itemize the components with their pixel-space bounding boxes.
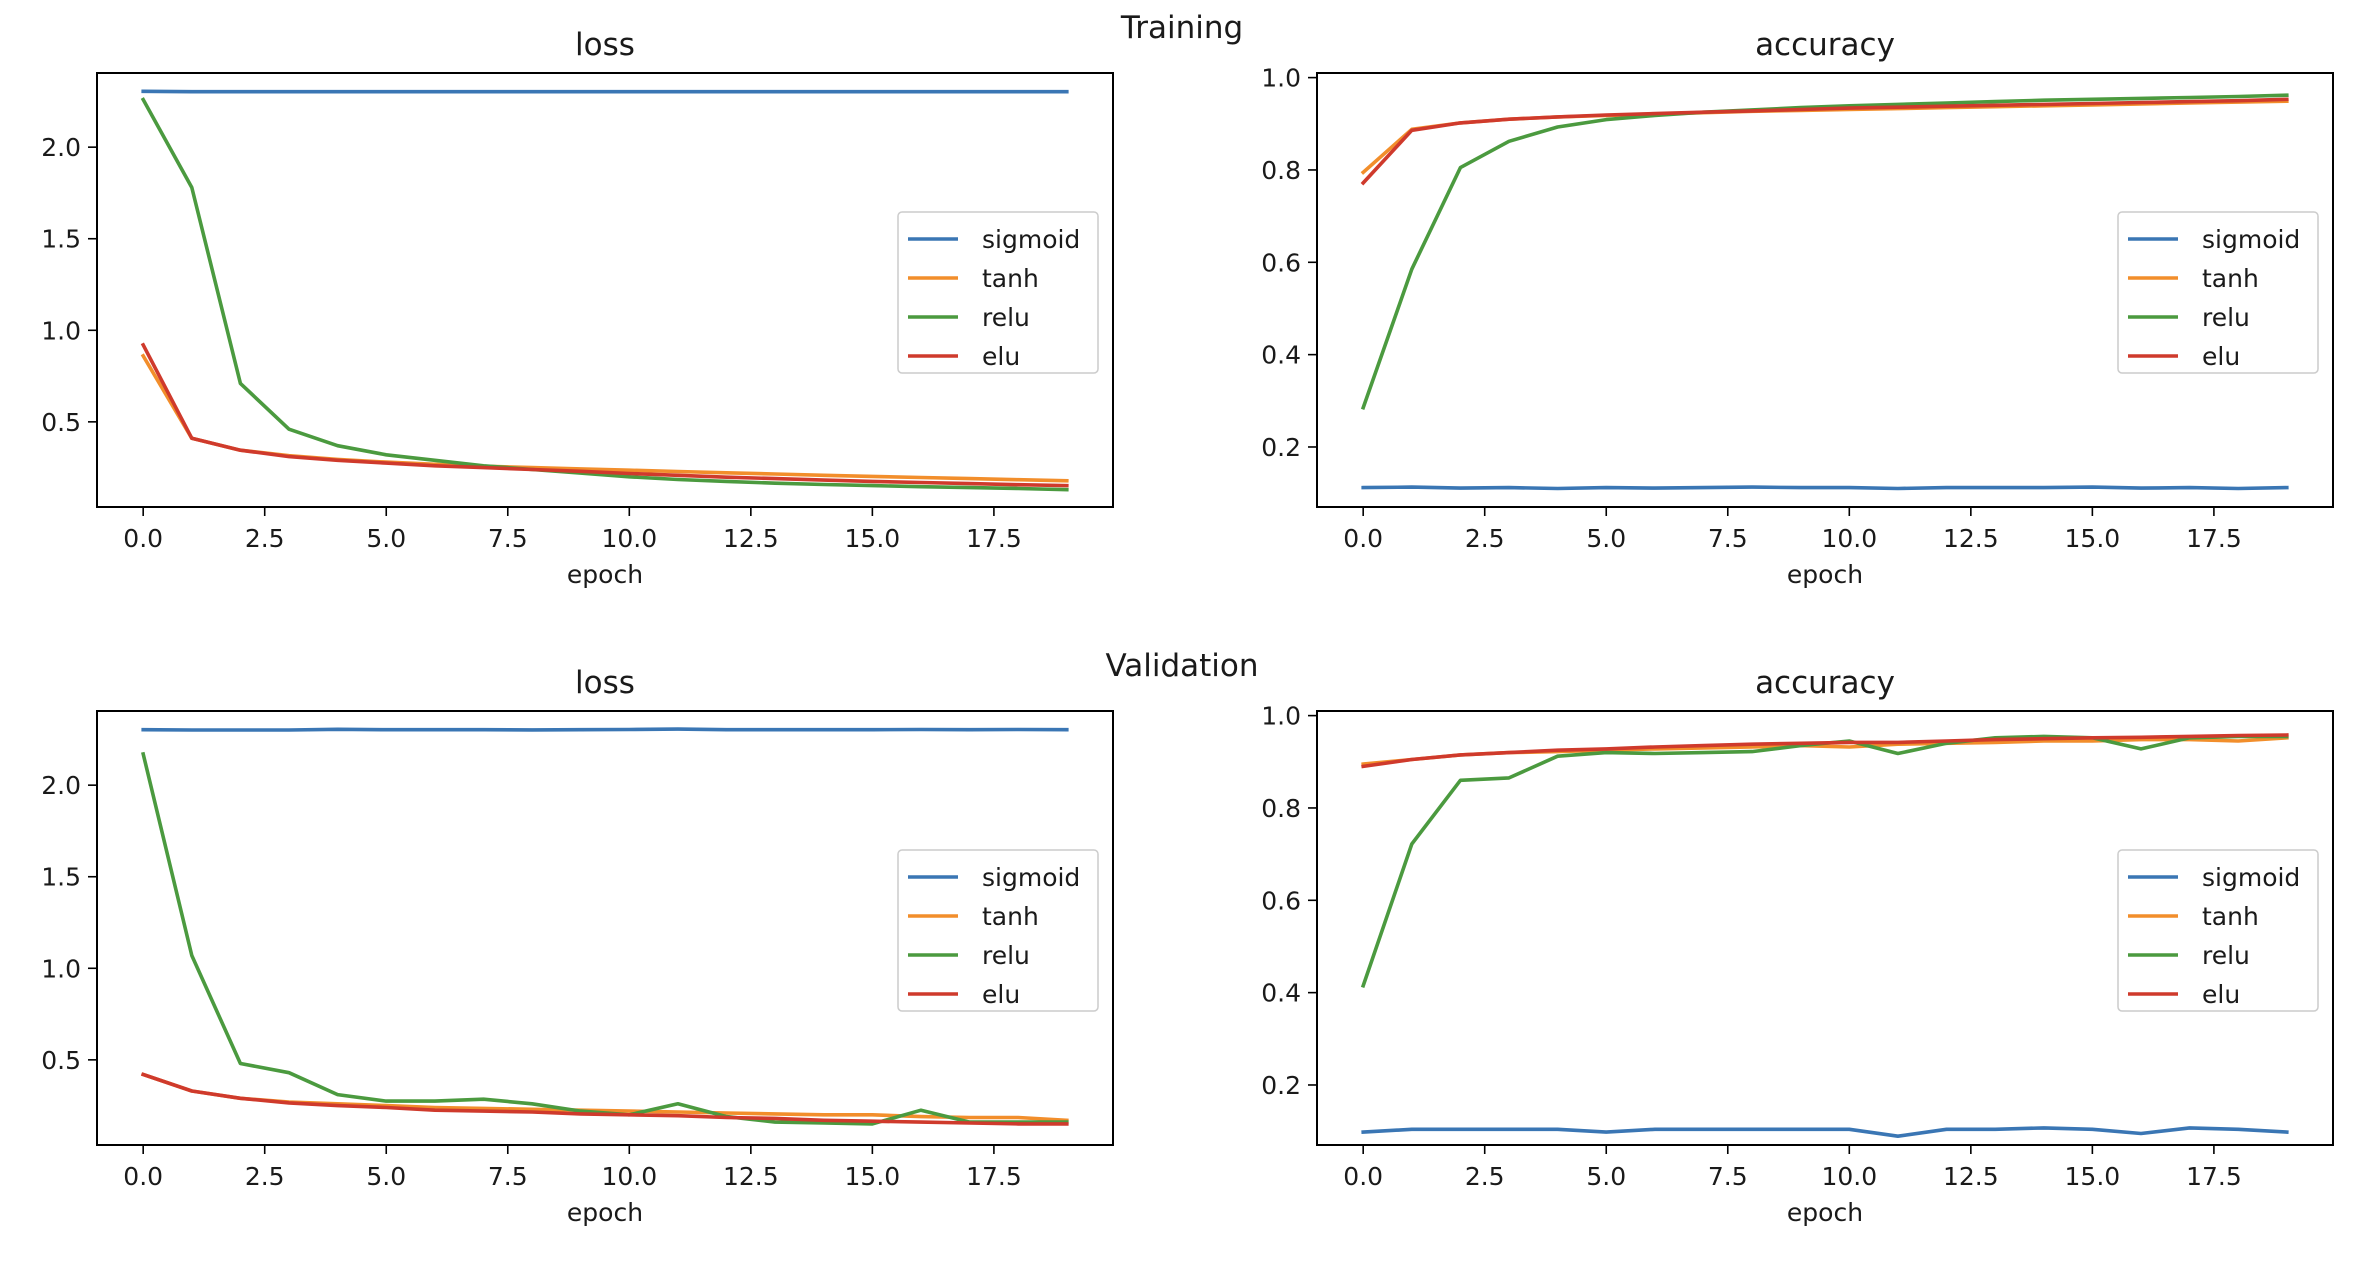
- y-tick-label: 2.0: [41, 771, 81, 800]
- y-tick-label: 1.0: [41, 954, 81, 983]
- chart-validation-loss: loss 0.0 2.5 5.0 7.5 10.0 12.5 15.0 17.5 0.5 1.0 1.…: [0, 663, 1140, 1263]
- legend-label-tanh: tanh: [982, 264, 1039, 293]
- legend: sigmoid tanh relu elu: [2118, 212, 2318, 373]
- legend-label-relu: relu: [982, 303, 1030, 332]
- x-tick-label: 0.0: [1343, 524, 1383, 553]
- legend-label-tanh: tanh: [982, 902, 1039, 931]
- legend: sigmoid tanh relu elu: [898, 850, 1098, 1011]
- y-tick-label: 0.6: [1261, 248, 1301, 277]
- x-tick-label: 12.5: [1943, 524, 1999, 553]
- series-line-sigmoid: [143, 729, 1067, 730]
- x-tick-label: 5.0: [1586, 524, 1626, 553]
- y-tick-label: 0.4: [1261, 341, 1301, 370]
- y-tick-label: 0.6: [1261, 886, 1301, 915]
- chart-title: loss: [575, 665, 635, 701]
- chart-training-accuracy: accuracy 0.0 2.5 5.0 7.5 10.0 12.5 15.0 17.5 0.2 0…: [1220, 25, 2360, 625]
- y-tick-label: 0.4: [1261, 979, 1301, 1008]
- x-tick-label: 7.5: [1708, 524, 1748, 553]
- legend-label-tanh: tanh: [2202, 902, 2259, 931]
- y-tick-label: 1.0: [1261, 64, 1301, 93]
- x-tick-label: 7.5: [488, 524, 528, 553]
- x-tick-label: 17.5: [2186, 524, 2242, 553]
- legend-label-elu: elu: [982, 980, 1020, 1009]
- chart-training-loss: loss 0.0 2.5 5.0 7.5 10.0 12.5 15.0 17.5 0.5 1.0 1.…: [0, 25, 1140, 625]
- legend-label-elu: elu: [982, 342, 1020, 371]
- x-tick-label: 2.5: [245, 1162, 285, 1191]
- x-tick-label: 15.0: [2065, 524, 2121, 553]
- x-tick-label: 7.5: [1708, 1162, 1748, 1191]
- y-tick-label: 1.5: [41, 863, 81, 892]
- y-tick-label: 1.0: [41, 316, 81, 345]
- y-tick-label: 2.0: [41, 133, 81, 162]
- x-tick-label: 0.0: [123, 1162, 163, 1191]
- chart-title: accuracy: [1755, 665, 1895, 701]
- y-tick-label: 0.2: [1261, 1071, 1301, 1100]
- legend-label-elu: elu: [2202, 980, 2240, 1009]
- x-tick-label: 12.5: [723, 1162, 779, 1191]
- series-line-elu: [1363, 99, 2287, 183]
- y-tick-label: 1.0: [1261, 702, 1301, 731]
- x-tick-label: 7.5: [488, 1162, 528, 1191]
- x-tick-label: 12.5: [723, 524, 779, 553]
- x-tick-label: 2.5: [1465, 1162, 1505, 1191]
- legend-label-relu: relu: [2202, 941, 2250, 970]
- x-tick-label: 2.5: [245, 524, 285, 553]
- legend: sigmoid tanh relu elu: [898, 212, 1098, 373]
- x-tick-label: 5.0: [366, 1162, 406, 1191]
- legend-label-sigmoid: sigmoid: [982, 225, 1080, 254]
- y-tick-label: 0.8: [1261, 794, 1301, 823]
- legend-label-tanh: tanh: [2202, 264, 2259, 293]
- legend-label-sigmoid: sigmoid: [2202, 863, 2300, 892]
- y-tick-label: 1.5: [41, 225, 81, 254]
- series-line-sigmoid: [1363, 1128, 2287, 1136]
- chart-title: loss: [575, 27, 635, 63]
- legend-label-relu: relu: [2202, 303, 2250, 332]
- x-tick-label: 10.0: [601, 1162, 657, 1191]
- y-tick-label: 0.2: [1261, 433, 1301, 462]
- x-tick-label: 0.0: [123, 524, 163, 553]
- x-tick-label: 10.0: [601, 524, 657, 553]
- x-tick-label: 15.0: [845, 524, 901, 553]
- x-tick-label: 17.5: [2186, 1162, 2242, 1191]
- x-tick-label: 5.0: [366, 524, 406, 553]
- legend-label-sigmoid: sigmoid: [982, 863, 1080, 892]
- x-tick-label: 17.5: [966, 524, 1022, 553]
- legend: sigmoid tanh relu elu: [2118, 850, 2318, 1011]
- y-tick-label: 0.5: [41, 408, 81, 437]
- x-tick-label: 0.0: [1343, 1162, 1383, 1191]
- chart-validation-accuracy: accuracy 0.0 2.5 5.0 7.5 10.0 12.5 15.0 17.5 0.2 0…: [1220, 663, 2360, 1263]
- x-axis-label: epoch: [1787, 1198, 1863, 1227]
- x-axis-label: epoch: [1787, 560, 1863, 589]
- series-line-tanh: [143, 356, 1067, 481]
- x-tick-label: 15.0: [2065, 1162, 2121, 1191]
- legend-label-relu: relu: [982, 941, 1030, 970]
- x-tick-label: 12.5: [1943, 1162, 1999, 1191]
- x-axis-label: epoch: [567, 1198, 643, 1227]
- series-line-sigmoid: [1363, 487, 2287, 488]
- x-tick-label: 17.5: [966, 1162, 1022, 1191]
- legend-label-elu: elu: [2202, 342, 2240, 371]
- series-line-tanh: [1363, 101, 2287, 172]
- x-tick-label: 5.0: [1586, 1162, 1626, 1191]
- x-tick-label: 10.0: [1821, 524, 1877, 553]
- y-tick-label: 0.5: [41, 1046, 81, 1075]
- x-tick-label: 15.0: [845, 1162, 901, 1191]
- x-axis-label: epoch: [567, 560, 643, 589]
- x-tick-label: 2.5: [1465, 524, 1505, 553]
- legend-label-sigmoid: sigmoid: [2202, 225, 2300, 254]
- y-tick-label: 0.8: [1261, 156, 1301, 185]
- chart-title: accuracy: [1755, 27, 1895, 63]
- x-tick-label: 10.0: [1821, 1162, 1877, 1191]
